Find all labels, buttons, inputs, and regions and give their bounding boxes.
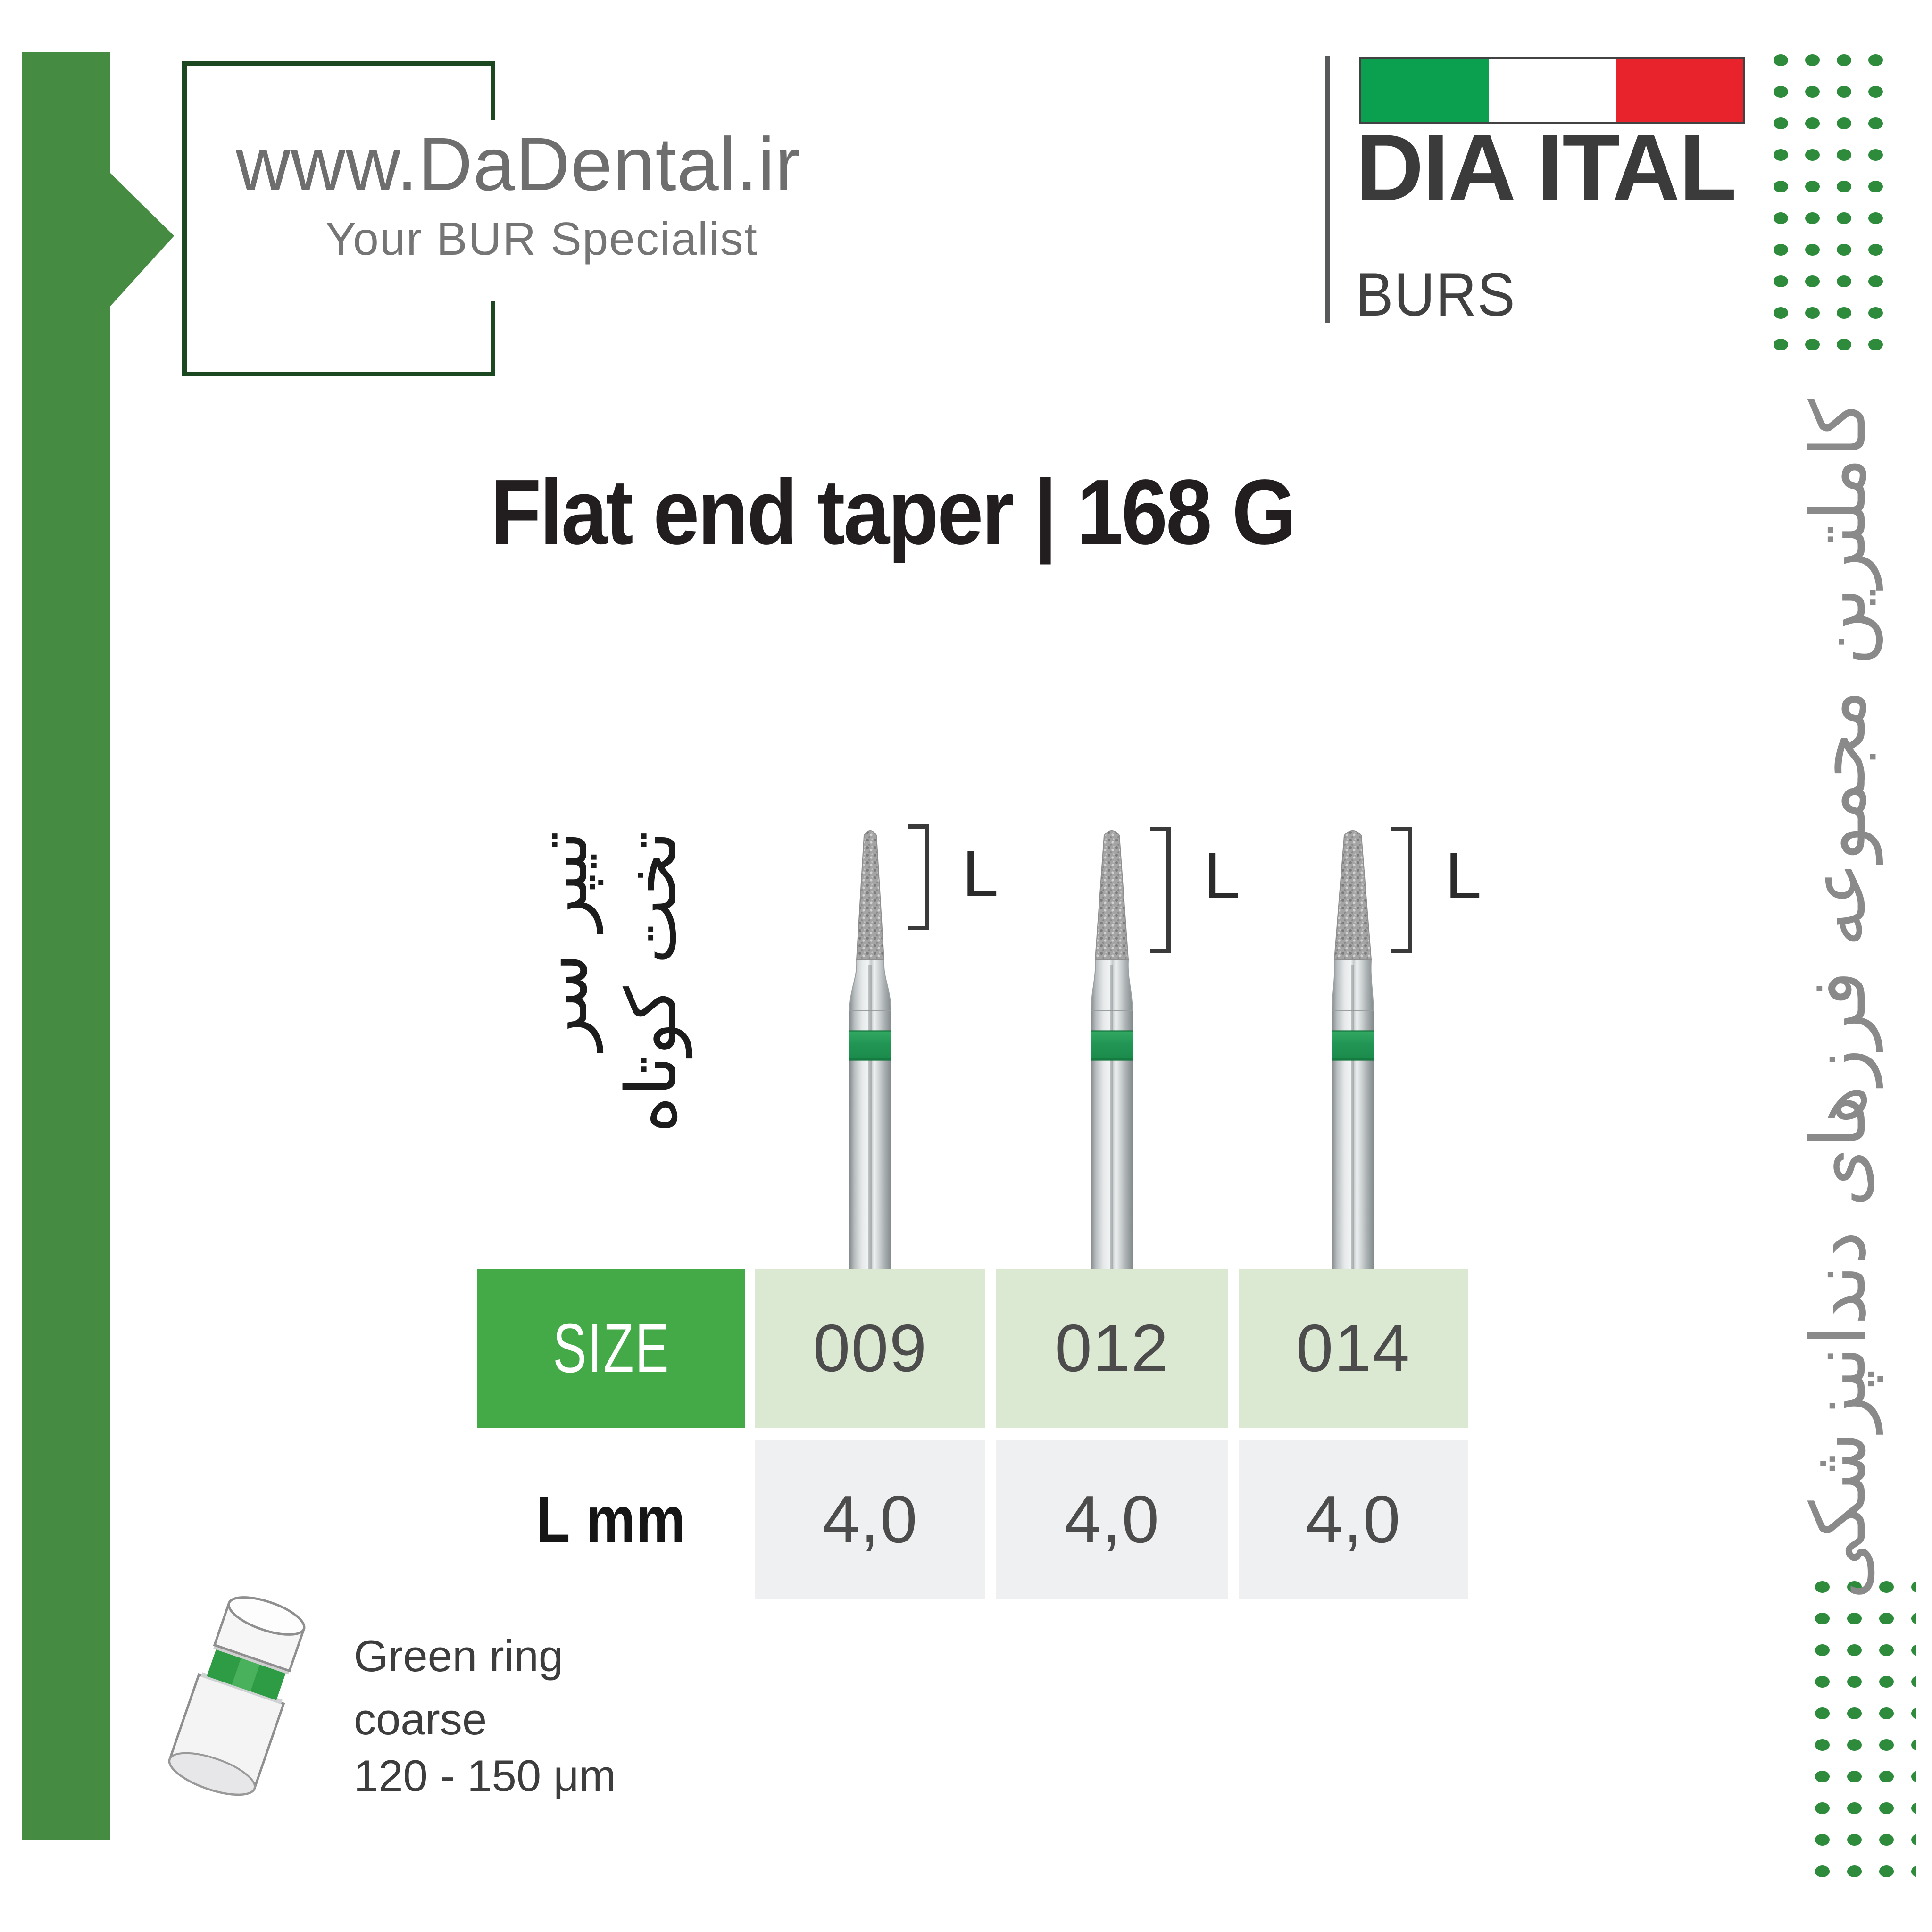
page-title: Flat end taper | 168 G <box>491 460 1297 564</box>
table-length-012: 4,0 <box>996 1440 1228 1599</box>
length-bracket-2 <box>1150 827 1171 953</box>
italy-flag-icon <box>1359 57 1745 124</box>
table-length-009: 4,0 <box>755 1440 985 1599</box>
flag-red-stripe <box>1616 59 1743 122</box>
flag-green-stripe <box>1361 59 1489 122</box>
table-length-014: 4,0 <box>1239 1440 1468 1599</box>
product-name-fa-line1: تیپر سر <box>522 831 603 1050</box>
size-label: SIZE <box>552 1309 670 1387</box>
bur-014-icon <box>1331 830 1374 1269</box>
length-bracket-3 <box>1391 827 1412 953</box>
table-header-size: SIZE <box>477 1269 745 1428</box>
bur-012-icon <box>1090 830 1133 1269</box>
brand-subtitle: BURS <box>1356 260 1516 329</box>
brand-divider-line <box>1325 56 1330 323</box>
product-name-fa: تیپر سر تخت کوتاه <box>518 831 697 1218</box>
logo-frame-right-lower <box>491 301 495 376</box>
decor-dots-top-right <box>1774 54 1900 370</box>
table-row-label-lmm: L mm <box>477 1440 745 1599</box>
brand-name: DIA ITAL <box>1356 115 1737 220</box>
burs-illustration <box>849 830 1374 1269</box>
table-size-012: 012 <box>996 1269 1228 1428</box>
green-ring-band <box>849 1031 891 1060</box>
legend-line-3: 120 - 150 μm <box>354 1751 616 1800</box>
bur-009-icon <box>849 830 892 1269</box>
site-tagline: Your BUR Specialist <box>325 213 758 265</box>
logo-frame-bottom <box>182 372 495 376</box>
logo-frame-left <box>182 61 187 376</box>
length-label-2: L <box>1204 840 1240 912</box>
length-label-1: L <box>962 838 999 910</box>
length-label-3: L <box>1445 840 1482 912</box>
table-size-014: 014 <box>1239 1269 1468 1428</box>
logo-frame-right-upper <box>491 61 495 120</box>
product-name-fa-line2: تخت کوتاه <box>611 831 692 1133</box>
legend-line-2: coarse <box>354 1694 487 1744</box>
left-accent-bar <box>22 52 174 1840</box>
decor-dots-bottom-right <box>1815 1581 1916 1897</box>
green-ring-band <box>1332 1031 1374 1060</box>
logo-frame-top <box>182 61 495 66</box>
green-ring-bur-shank-icon <box>168 1596 306 1796</box>
side-vertical-text: کاملترین مجموعه فرزهای دندانپزشکی <box>1794 399 1882 1599</box>
length-bracket-1 <box>908 824 929 930</box>
lmm-label: L mm <box>536 1483 686 1556</box>
table-size-009: 009 <box>755 1269 985 1428</box>
legend-line-1: Green ring <box>354 1631 564 1681</box>
flag-white-stripe <box>1489 59 1616 122</box>
site-url[interactable]: www.DaDental.ir <box>236 122 801 206</box>
green-ring-band <box>1091 1031 1133 1060</box>
